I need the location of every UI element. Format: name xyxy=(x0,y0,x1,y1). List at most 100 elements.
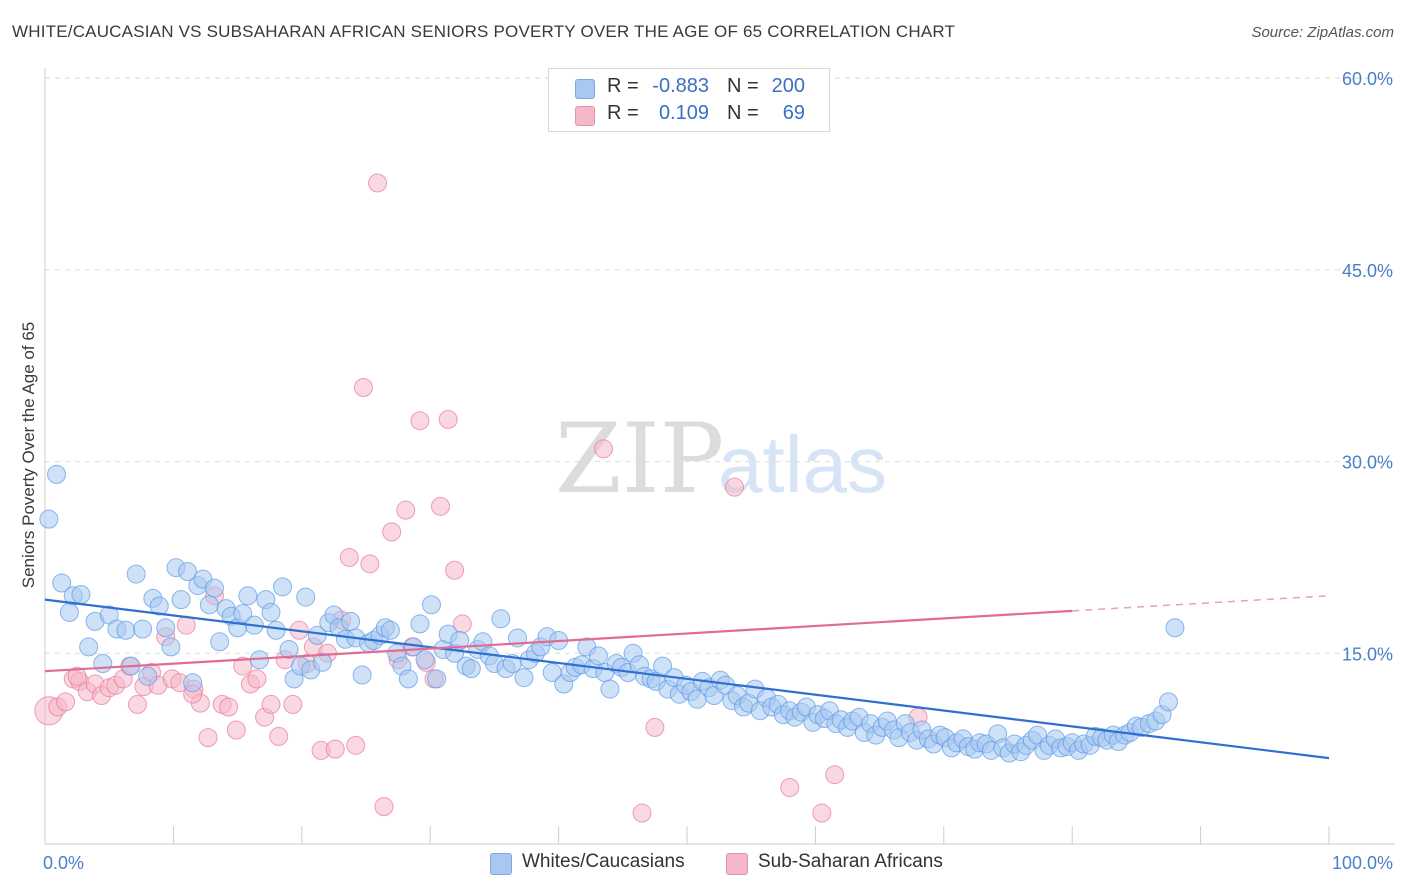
subsaharan-point xyxy=(445,560,465,580)
legend-n-label: N = xyxy=(727,75,759,97)
white-point xyxy=(116,620,136,640)
white-point xyxy=(398,669,418,689)
subsaharan-point xyxy=(374,797,394,817)
white-point xyxy=(279,639,299,659)
white-point xyxy=(352,665,372,685)
white-point xyxy=(47,464,67,484)
watermark: ZIP atlas xyxy=(555,403,887,515)
subsaharan-point xyxy=(325,739,345,759)
white-point xyxy=(415,650,435,670)
white-point xyxy=(233,604,253,624)
white-point xyxy=(261,602,281,622)
white-point xyxy=(161,637,181,657)
subsaharan-point xyxy=(382,522,402,542)
white-trend-line xyxy=(44,598,1330,760)
subsaharan-point xyxy=(780,777,800,797)
series-legend: Whites/Caucasians Sub-Saharan Africans xyxy=(0,850,1406,880)
subsaharan-point xyxy=(67,666,87,686)
subsaharan-point xyxy=(339,547,359,567)
subsaharan-point xyxy=(825,765,845,785)
legend-r-label: R = xyxy=(607,75,639,97)
white-point xyxy=(71,585,91,605)
subsaharan-point xyxy=(438,409,458,429)
subsaharan-point xyxy=(594,439,614,459)
white-point xyxy=(126,564,146,584)
subsaharan-point xyxy=(198,728,218,748)
legend-swatch-white xyxy=(575,79,595,99)
legend-n-label: N = xyxy=(727,102,759,124)
subsaharan-trend-extension xyxy=(1072,595,1330,612)
subsaharan-point xyxy=(812,803,832,823)
white-point xyxy=(341,611,361,631)
white-point xyxy=(491,609,511,629)
watermark-atlas: atlas xyxy=(718,420,887,509)
white-point xyxy=(514,668,534,688)
subsaharan-point xyxy=(632,803,652,823)
trend-lines xyxy=(44,595,1330,760)
white-point xyxy=(273,577,293,597)
white-point xyxy=(138,666,158,686)
white-point xyxy=(450,631,470,651)
white-point xyxy=(588,646,608,666)
white-point xyxy=(600,679,620,699)
white-point xyxy=(410,614,430,634)
white-point xyxy=(427,669,447,689)
subsaharan-point xyxy=(368,173,388,193)
subsaharan-point xyxy=(430,496,450,516)
legend-label-subsaharan: Sub-Saharan Africans xyxy=(758,851,943,872)
subsaharan-point xyxy=(219,697,239,717)
x-tick-label: 100.0% xyxy=(1332,853,1393,873)
subsaharan-point xyxy=(233,656,253,676)
legend-n-value: 200 xyxy=(771,75,805,97)
white-point xyxy=(312,652,332,672)
legend-r-label: R = xyxy=(607,102,639,124)
white-point xyxy=(59,602,79,622)
subsaharan-point xyxy=(269,726,289,746)
grid-lines xyxy=(45,77,1395,654)
white-point xyxy=(1165,618,1185,638)
legend-swatch-white xyxy=(490,853,512,875)
y-tick-label: 60.0% xyxy=(1342,69,1393,89)
chart-title: WHITE/CAUCASIAN VS SUBSAHARAN AFRICAN SE… xyxy=(12,22,956,41)
subsaharan-point xyxy=(645,717,665,737)
subsaharan-point xyxy=(353,377,373,397)
series-white-points xyxy=(39,464,1185,763)
y-tick-label: 30.0% xyxy=(1342,453,1393,473)
white-point xyxy=(39,509,59,529)
white-point xyxy=(421,595,441,615)
subsaharan-point xyxy=(261,694,281,714)
white-point xyxy=(133,619,153,639)
white-point xyxy=(1159,692,1178,712)
tick-labels: 15.0% 30.0% 45.0% 60.0% 0.0% 100.0% xyxy=(43,69,1393,873)
white-point xyxy=(461,659,481,679)
white-point xyxy=(171,590,191,610)
white-point xyxy=(296,587,316,607)
subsaharan-point xyxy=(283,694,303,714)
legend-swatch-subsaharan xyxy=(575,106,595,126)
subsaharan-point xyxy=(396,500,416,520)
subsaharan-point xyxy=(360,554,380,574)
white-point xyxy=(79,637,99,657)
subsaharan-point xyxy=(226,720,246,740)
subsaharan-point xyxy=(247,669,267,689)
white-point xyxy=(178,562,198,582)
white-point xyxy=(266,620,286,640)
subsaharan-trend-line xyxy=(44,609,1073,673)
white-point xyxy=(183,673,203,693)
y-axis-title: Seniors Poverty Over the Age of 65 xyxy=(19,322,38,588)
legend-r-value: -0.883 xyxy=(652,75,709,97)
white-point xyxy=(199,595,219,615)
x-tick-label: 0.0% xyxy=(43,853,84,873)
white-point xyxy=(52,573,72,593)
legend-n-value: 69 xyxy=(782,102,805,124)
y-tick-label: 45.0% xyxy=(1342,261,1393,281)
subsaharan-point xyxy=(725,477,745,497)
legend-swatch-subsaharan xyxy=(726,853,748,875)
white-point xyxy=(149,596,169,616)
subsaharan-point xyxy=(56,692,76,712)
legend-r-value: 0.109 xyxy=(658,102,709,124)
y-tick-label: 15.0% xyxy=(1342,644,1393,664)
legend-label-white: Whites/Caucasians xyxy=(522,851,685,872)
watermark-zip: ZIP xyxy=(555,403,724,515)
